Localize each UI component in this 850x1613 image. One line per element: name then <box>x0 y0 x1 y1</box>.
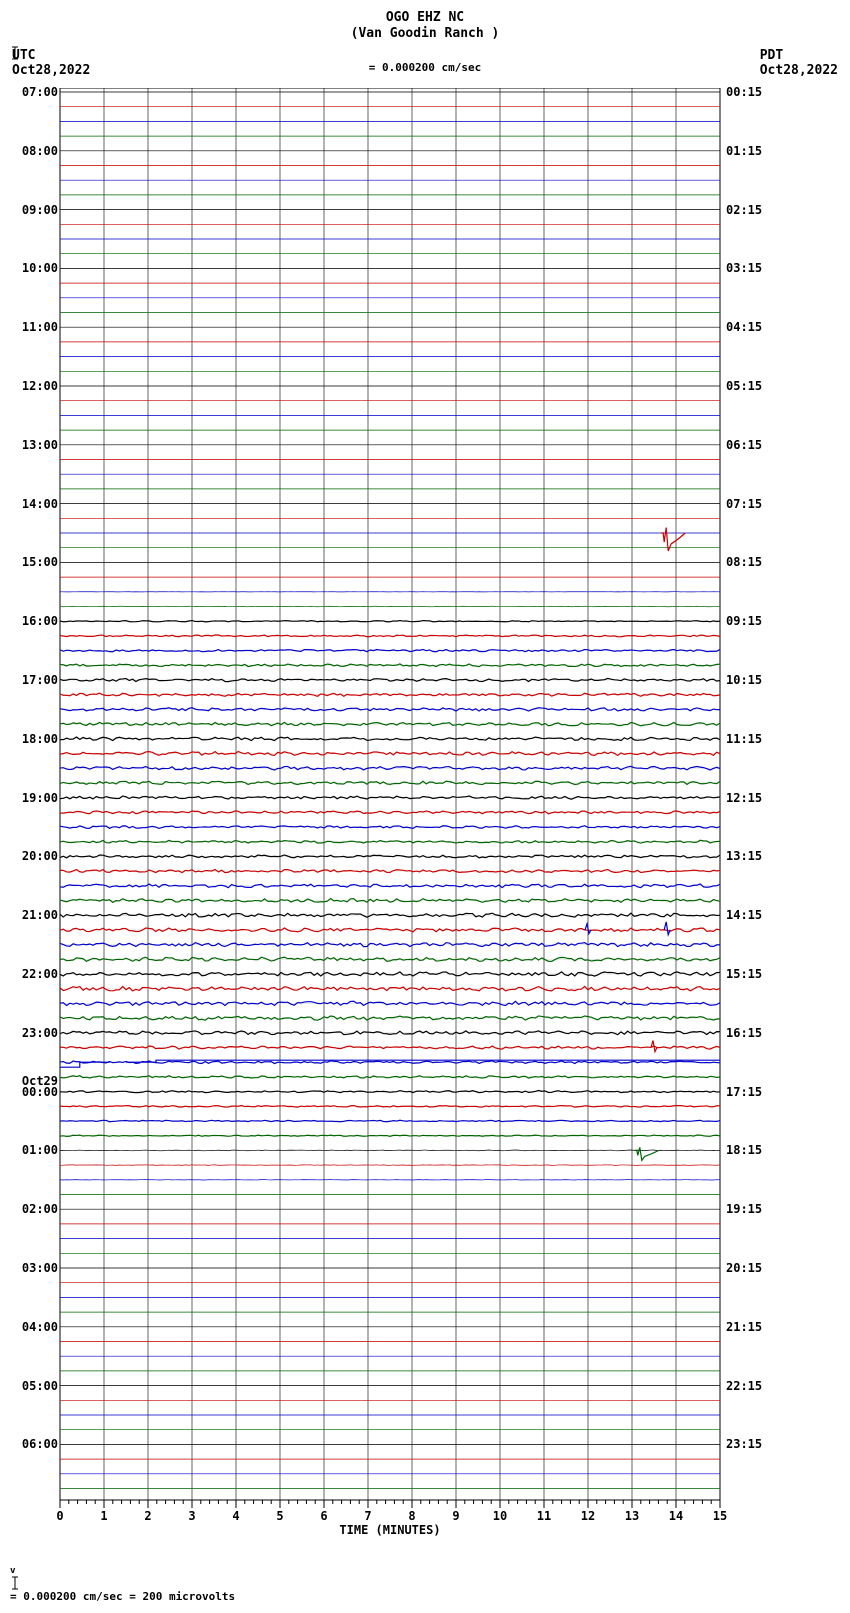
left-time-label: 06:00 <box>10 1437 58 1451</box>
right-time-label: 14:15 <box>726 908 762 922</box>
right-time-label: 18:15 <box>726 1143 762 1157</box>
scale-indicator: = 0.000200 cm/sec <box>10 46 840 76</box>
left-time-label: 21:00 <box>10 908 58 922</box>
left-time-label: 04:00 <box>10 1320 58 1334</box>
header-center: OGO EHZ NC (Van Goodin Ranch ) = 0.00020… <box>10 10 840 76</box>
svg-text:12: 12 <box>581 1509 595 1523</box>
footer: v = 0.000200 cm/sec = 200 microvolts <box>10 1560 840 1603</box>
svg-text:9: 9 <box>452 1509 459 1523</box>
left-time-label: 00:00 <box>10 1085 58 1099</box>
left-time-label: 07:00 <box>10 85 58 99</box>
svg-text:15: 15 <box>713 1509 727 1523</box>
right-time-label: 00:15 <box>726 85 762 99</box>
right-time-label: 17:15 <box>726 1085 762 1099</box>
left-time-label: 09:00 <box>10 203 58 217</box>
left-time-label: 16:00 <box>10 614 58 628</box>
right-time-label: 05:15 <box>726 379 762 393</box>
left-time-label: 02:00 <box>10 1202 58 1216</box>
right-time-label: 01:15 <box>726 144 762 158</box>
right-time-label: 06:15 <box>726 438 762 452</box>
left-time-label: 08:00 <box>10 144 58 158</box>
station-code: OGO EHZ NC <box>10 10 840 26</box>
left-time-label: 01:00 <box>10 1143 58 1157</box>
right-time-label: 19:15 <box>726 1202 762 1216</box>
svg-text:10: 10 <box>493 1509 507 1523</box>
right-time-label: 23:15 <box>726 1437 762 1451</box>
svg-text:7: 7 <box>364 1509 371 1523</box>
left-time-label: 12:00 <box>10 379 58 393</box>
svg-text:11: 11 <box>537 1509 551 1523</box>
right-time-label: 11:15 <box>726 732 762 746</box>
left-time-label: 17:00 <box>10 673 58 687</box>
left-time-label: 10:00 <box>10 261 58 275</box>
footer-text: = 0.000200 cm/sec = 200 microvolts <box>10 1590 235 1603</box>
svg-text:14: 14 <box>669 1509 683 1523</box>
svg-text:0: 0 <box>56 1509 63 1523</box>
svg-text:1: 1 <box>100 1509 107 1523</box>
svg-text:8: 8 <box>408 1509 415 1523</box>
svg-text:2: 2 <box>144 1509 151 1523</box>
left-time-label: 18:00 <box>10 732 58 746</box>
right-time-label: 04:15 <box>726 320 762 334</box>
left-date: Oct28,2022 <box>12 63 90 78</box>
right-time-label: 08:15 <box>726 555 762 569</box>
svg-text:3: 3 <box>188 1509 195 1523</box>
right-time-label: 13:15 <box>726 849 762 863</box>
left-time-label: 15:00 <box>10 555 58 569</box>
seismogram-svg: 0123456789101112131415TIME (MINUTES) <box>10 88 840 1548</box>
station-location: (Van Goodin Ranch ) <box>10 26 840 42</box>
right-time-label: 07:15 <box>726 497 762 511</box>
header-right: PDT Oct28,2022 <box>760 48 838 78</box>
svg-text:5: 5 <box>276 1509 283 1523</box>
left-time-label: 03:00 <box>10 1261 58 1275</box>
header: OGO EHZ NC (Van Goodin Ranch ) = 0.00020… <box>10 10 840 88</box>
plot-area: 0123456789101112131415TIME (MINUTES)07:0… <box>10 88 840 1548</box>
right-time-label: 10:15 <box>726 673 762 687</box>
left-time-label: 20:00 <box>10 849 58 863</box>
left-tz: UTC <box>12 48 90 63</box>
svg-text:TIME (MINUTES): TIME (MINUTES) <box>339 1523 440 1537</box>
right-time-label: 15:15 <box>726 967 762 981</box>
right-time-label: 20:15 <box>726 1261 762 1275</box>
right-time-label: 22:15 <box>726 1379 762 1393</box>
right-time-label: 12:15 <box>726 791 762 805</box>
scale-text: = 0.000200 cm/sec <box>369 61 482 74</box>
right-tz: PDT <box>760 48 838 63</box>
right-time-label: 02:15 <box>726 203 762 217</box>
svg-text:13: 13 <box>625 1509 639 1523</box>
left-time-label: 22:00 <box>10 967 58 981</box>
left-time-label: 14:00 <box>10 497 58 511</box>
left-time-label: 13:00 <box>10 438 58 452</box>
svg-text:4: 4 <box>232 1509 239 1523</box>
right-time-label: 03:15 <box>726 261 762 275</box>
right-time-label: 21:15 <box>726 1320 762 1334</box>
left-time-label: 23:00 <box>10 1026 58 1040</box>
right-date: Oct28,2022 <box>760 63 838 78</box>
right-time-label: 09:15 <box>726 614 762 628</box>
header-left: UTC Oct28,2022 <box>12 48 90 78</box>
left-time-label: 19:00 <box>10 791 58 805</box>
right-time-label: 16:15 <box>726 1026 762 1040</box>
left-time-label: 05:00 <box>10 1379 58 1393</box>
svg-text:6: 6 <box>320 1509 327 1523</box>
seismogram-container: OGO EHZ NC (Van Goodin Ranch ) = 0.00020… <box>10 10 840 1603</box>
left-time-label: 11:00 <box>10 320 58 334</box>
